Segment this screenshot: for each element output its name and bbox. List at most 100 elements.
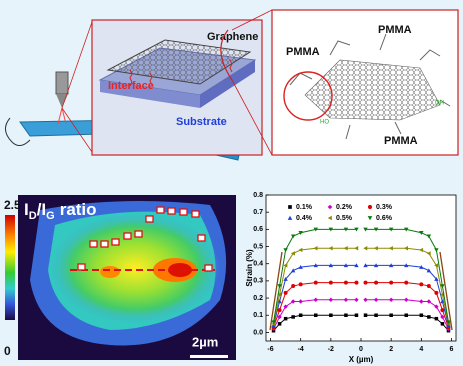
- data-point: [354, 297, 359, 302]
- data-point: [283, 248, 288, 253]
- data-point: [404, 263, 409, 268]
- data-point: [373, 297, 379, 302]
- data-point: [363, 263, 368, 268]
- pmma-label: PMMA: [286, 46, 320, 58]
- data-point: [277, 308, 282, 313]
- data-point: [363, 280, 368, 285]
- interface-label: Interface: [108, 80, 154, 92]
- data-point: [434, 276, 439, 281]
- data-point: [328, 227, 334, 232]
- legend-marker: [288, 205, 292, 209]
- data-point: [328, 280, 333, 285]
- y-tick-label: 0.1: [253, 312, 263, 319]
- legend-label: 0.4%: [296, 215, 313, 222]
- y-tick-label: 0.0: [253, 329, 263, 336]
- legend-marker: [367, 216, 373, 221]
- data-point: [298, 299, 303, 304]
- raman-map: 2.5 0 ID/IG ratio 2µm: [4, 195, 236, 360]
- data-point: [271, 323, 276, 328]
- data-point: [388, 297, 394, 302]
- data-point: [343, 227, 349, 232]
- data-point: [314, 313, 318, 317]
- data-point: [277, 284, 282, 289]
- data-point: [426, 299, 432, 304]
- x-axis-label: X (µm): [349, 355, 374, 364]
- x-tick-label: 4: [419, 346, 423, 353]
- data-point: [283, 276, 288, 281]
- data-point: [388, 263, 394, 268]
- data-point: [298, 282, 303, 287]
- data-point: [277, 292, 282, 297]
- data-point: [313, 280, 318, 285]
- pmma-label: PMMA: [378, 24, 412, 36]
- legend-label: 0.1%: [296, 204, 313, 211]
- y-tick-label: 0.6: [253, 226, 263, 233]
- map-title: ID/IG ratio: [24, 200, 97, 221]
- data-point: [298, 231, 303, 235]
- data-point: [446, 320, 451, 325]
- data-point: [329, 313, 333, 317]
- pmma-label: PMMA: [384, 135, 418, 147]
- data-point: [354, 263, 359, 268]
- data-point: [434, 316, 439, 321]
- data-point: [427, 315, 431, 319]
- data-point: [388, 246, 393, 251]
- data-point: [440, 314, 445, 320]
- data-point: [440, 308, 445, 313]
- data-point: [344, 313, 348, 317]
- data-point: [328, 297, 334, 302]
- y-tick-label: 0.5: [253, 243, 263, 250]
- data-point: [374, 313, 378, 317]
- x-tick-label: 2: [389, 346, 393, 353]
- data-point: [283, 290, 288, 295]
- colorbar: [5, 215, 15, 320]
- data-point: [404, 313, 408, 317]
- strain-chart: X (µm) Strain (%) -6 -4 -2 0 2 4 6 0.0 0.1 0.2 0.3…: [245, 192, 457, 364]
- colorbar-min: 0: [4, 344, 11, 358]
- zoom-panel: OH HO PMMA PMMA PMMA: [271, 9, 459, 156]
- data-point: [283, 263, 288, 268]
- data-point: [419, 282, 424, 287]
- data-point: [343, 297, 349, 302]
- data-point: [426, 234, 432, 239]
- data-point: [440, 284, 445, 289]
- data-point: [426, 284, 431, 289]
- x-tick-label: 0: [359, 346, 363, 353]
- x-tick-label: -2: [328, 346, 334, 353]
- data-point: [277, 322, 282, 326]
- data-point: [290, 234, 296, 239]
- data-point: [373, 263, 379, 268]
- data-point: [419, 299, 424, 304]
- data-point: [446, 323, 451, 328]
- data-point: [426, 251, 431, 256]
- svg-text:OH: OH: [435, 101, 444, 107]
- data-point: [419, 247, 424, 253]
- data-point: [283, 304, 288, 309]
- y-tick-label: 0.3: [253, 278, 263, 285]
- data-point: [419, 264, 424, 269]
- data-point: [290, 268, 296, 273]
- data-point: [404, 280, 409, 285]
- y-axis-label: Strain (%): [245, 249, 254, 287]
- data-point: [277, 314, 282, 320]
- data-point: [354, 246, 359, 251]
- data-point: [298, 313, 303, 317]
- graphene-label: Graphene: [207, 31, 258, 43]
- data-point: [328, 246, 333, 251]
- data-point: [374, 280, 379, 285]
- data-point: [388, 227, 394, 232]
- y-tick-label: 0.8: [253, 192, 263, 199]
- data-point: [389, 280, 394, 285]
- data-point: [363, 297, 368, 302]
- y-tick-label: 0.4: [253, 261, 263, 268]
- data-point: [419, 231, 424, 235]
- data-point: [313, 297, 318, 302]
- x-tick-label: 6: [450, 346, 454, 353]
- data-point: [354, 313, 359, 317]
- data-point: [404, 227, 409, 232]
- data-point: [434, 248, 439, 253]
- data-point: [419, 313, 424, 317]
- legend-marker: [327, 215, 332, 221]
- scale-bar-label: 2µm: [192, 334, 218, 349]
